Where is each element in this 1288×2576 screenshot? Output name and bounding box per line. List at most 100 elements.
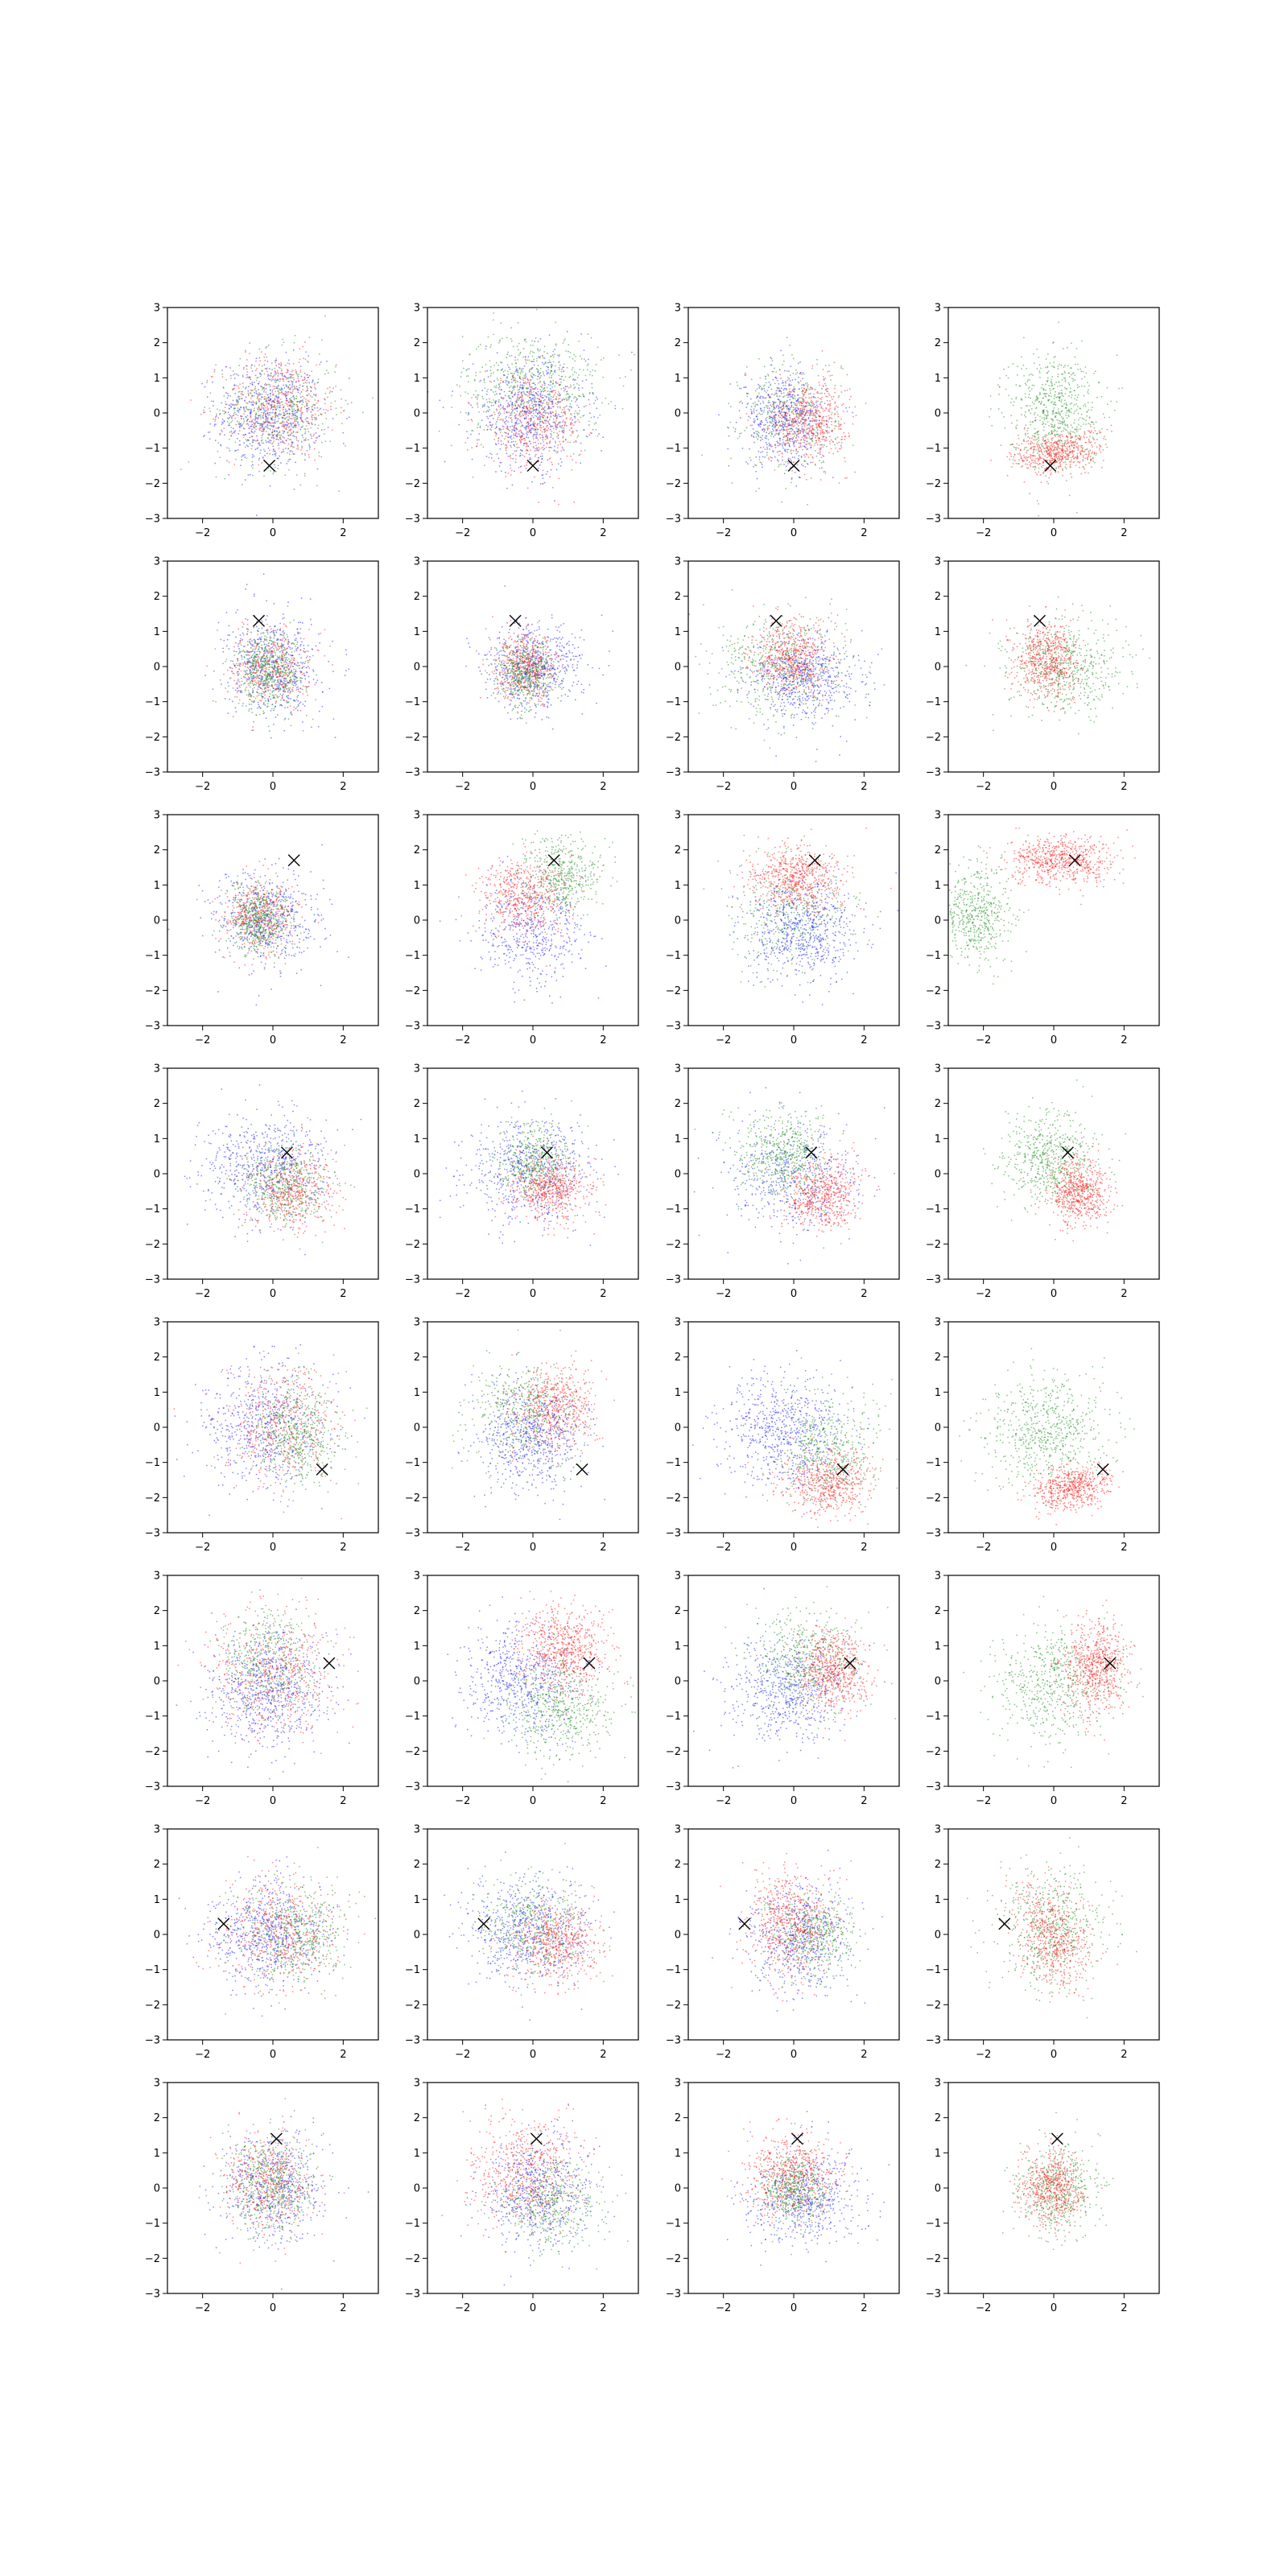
data-point bbox=[805, 414, 807, 415]
data-point bbox=[262, 408, 265, 410]
data-point bbox=[315, 440, 317, 442]
data-point bbox=[270, 406, 273, 407]
data-point bbox=[243, 413, 245, 415]
data-point bbox=[272, 450, 275, 452]
data-point bbox=[762, 411, 765, 413]
data-point bbox=[291, 415, 293, 417]
data-point bbox=[281, 370, 283, 372]
data-point bbox=[289, 376, 291, 378]
data-point bbox=[266, 406, 268, 408]
data-point bbox=[249, 401, 250, 403]
data-point bbox=[769, 396, 770, 398]
data-point bbox=[507, 428, 510, 431]
data-point bbox=[510, 457, 512, 459]
data-point bbox=[266, 425, 269, 427]
data-point bbox=[506, 336, 508, 339]
data-point bbox=[791, 478, 793, 481]
data-point bbox=[588, 358, 589, 361]
data-point bbox=[819, 419, 820, 422]
data-point bbox=[531, 382, 534, 384]
data-point bbox=[529, 411, 530, 412]
data-point bbox=[548, 407, 550, 410]
data-point bbox=[286, 413, 288, 415]
data-point bbox=[262, 457, 264, 459]
data-point bbox=[516, 423, 518, 425]
data-point bbox=[303, 475, 306, 477]
data-point bbox=[529, 425, 530, 427]
data-point bbox=[772, 450, 774, 452]
data-point bbox=[548, 393, 551, 394]
data-point bbox=[839, 425, 841, 427]
data-point bbox=[230, 421, 232, 423]
data-point bbox=[277, 401, 279, 402]
data-point bbox=[534, 409, 535, 411]
data-point bbox=[517, 394, 518, 396]
data-point bbox=[782, 408, 783, 410]
data-point bbox=[283, 406, 285, 407]
data-point bbox=[730, 457, 732, 460]
data-point bbox=[276, 400, 279, 402]
data-point bbox=[262, 421, 264, 423]
data-point bbox=[237, 433, 240, 435]
data-point bbox=[465, 369, 467, 371]
data-point bbox=[806, 437, 808, 439]
data-point bbox=[551, 390, 554, 392]
data-point bbox=[529, 428, 530, 431]
data-point bbox=[803, 392, 806, 394]
data-point bbox=[778, 390, 779, 392]
data-point bbox=[781, 387, 782, 389]
data-point bbox=[250, 421, 252, 423]
data-point bbox=[332, 429, 333, 431]
data-point bbox=[265, 400, 266, 402]
data-point bbox=[304, 452, 306, 455]
data-point bbox=[521, 396, 522, 398]
data-point bbox=[509, 456, 511, 457]
data-point bbox=[536, 428, 539, 430]
data-point bbox=[243, 434, 245, 436]
data-point bbox=[542, 477, 544, 479]
data-point bbox=[821, 432, 823, 434]
data-point bbox=[750, 409, 752, 411]
data-point bbox=[481, 396, 484, 398]
data-point bbox=[468, 402, 470, 405]
data-point bbox=[814, 420, 815, 422]
data-point bbox=[554, 394, 555, 396]
data-point bbox=[283, 423, 284, 425]
data-point bbox=[744, 386, 745, 388]
data-point bbox=[805, 453, 807, 455]
data-point bbox=[510, 398, 512, 400]
data-point bbox=[549, 457, 551, 459]
data-point bbox=[535, 436, 537, 438]
data-point bbox=[728, 435, 730, 437]
data-point bbox=[802, 405, 803, 407]
data-point bbox=[801, 384, 803, 386]
data-point bbox=[797, 416, 799, 418]
x-tick-label: 2 bbox=[861, 527, 867, 539]
data-point bbox=[774, 402, 777, 403]
data-point bbox=[479, 381, 481, 382]
data-point bbox=[563, 340, 565, 341]
data-point bbox=[556, 424, 558, 426]
data-point bbox=[625, 376, 626, 378]
data-point bbox=[800, 414, 802, 415]
data-point bbox=[818, 382, 820, 383]
data-point bbox=[470, 404, 472, 406]
data-point bbox=[798, 398, 799, 400]
data-point bbox=[828, 370, 830, 372]
data-point bbox=[799, 422, 801, 423]
data-point bbox=[541, 431, 543, 433]
data-point bbox=[520, 426, 522, 427]
data-point bbox=[819, 415, 820, 417]
data-point bbox=[317, 382, 320, 383]
data-point bbox=[536, 393, 538, 394]
data-point bbox=[514, 380, 517, 382]
data-point bbox=[572, 419, 573, 421]
data-point bbox=[510, 474, 512, 476]
data-point bbox=[522, 382, 525, 383]
data-point bbox=[299, 365, 302, 367]
data-point bbox=[794, 424, 795, 427]
data-point bbox=[820, 406, 822, 407]
data-point bbox=[552, 380, 554, 382]
data-point bbox=[265, 421, 266, 423]
